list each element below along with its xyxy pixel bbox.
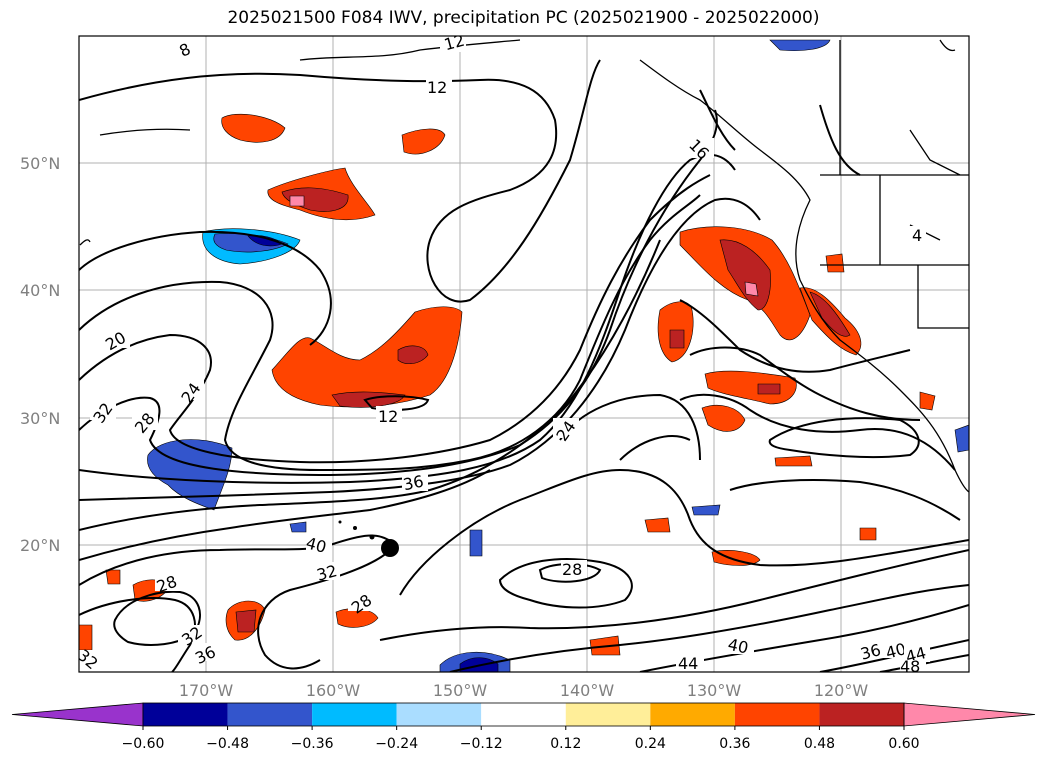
contour-label: 40 <box>304 533 329 557</box>
red-patch <box>744 281 759 297</box>
colorbar-extend-low <box>11 702 144 727</box>
colorbar-segment <box>143 703 228 726</box>
colorbar-segment <box>227 703 313 726</box>
contour-labels: 8 12 12 16 20 24 28 32 24 36 40 32 28 <box>74 31 930 676</box>
contour-label: 40 <box>726 635 750 658</box>
contour-label: 4 <box>912 226 922 245</box>
colorbar-segment <box>396 703 482 726</box>
contour-label: 32 <box>315 561 340 585</box>
blue-patch <box>289 521 307 533</box>
colorbar-tick-label: −0.24 <box>375 736 418 752</box>
red-patch <box>401 128 446 155</box>
lat-label-30n: 30°N <box>20 409 60 428</box>
blue-patch <box>691 504 721 516</box>
red-patch <box>669 329 685 349</box>
red-patch <box>825 253 845 273</box>
contour-label: 12 <box>442 31 467 55</box>
gridlines <box>79 36 969 672</box>
red-patch <box>105 569 121 585</box>
contour-label: 44 <box>678 654 698 673</box>
contour-label: 32 <box>74 646 102 674</box>
red-patch <box>774 455 813 467</box>
plot-frame <box>78 35 970 673</box>
contour-label: 28 <box>562 560 582 579</box>
hawaii-islands <box>338 520 399 557</box>
blue-patch <box>769 39 831 51</box>
colorbar-segment <box>565 703 651 726</box>
red-patch <box>289 195 305 207</box>
lon-label-120w: 120°W <box>814 681 869 700</box>
red-patch <box>397 345 429 364</box>
lon-label-140w: 140°W <box>560 681 615 700</box>
colorbar-tick-label: −0.36 <box>291 736 334 752</box>
lon-label-130w: 130°W <box>687 681 742 700</box>
colorbar-extend-high <box>903 702 1036 727</box>
colorbar-tick-label: 0.48 <box>804 736 835 752</box>
red-patch <box>235 609 257 633</box>
contour-label: 12 <box>378 407 398 426</box>
contour-label: 36 <box>858 640 883 664</box>
iwv-contours <box>79 59 969 672</box>
colorbar-segment <box>734 703 820 726</box>
blue-patch <box>954 424 969 453</box>
contour-label: 12 <box>427 78 447 97</box>
lon-label-160w: 160°W <box>306 681 361 700</box>
lon-label-150w: 150°W <box>433 681 488 700</box>
colorbar-segment <box>481 703 566 726</box>
red-patch <box>757 383 781 395</box>
colorbar-segment <box>819 703 904 726</box>
colorbar-segment <box>650 703 735 726</box>
lat-label-20n: 20°N <box>20 536 60 555</box>
lat-label-50n: 50°N <box>20 154 60 173</box>
colorbar-tick-label: 0.12 <box>550 736 581 752</box>
colorbar-tick-label: 0.36 <box>719 736 750 752</box>
lon-labels: 170°W 160°W 150°W 140°W 130°W 120°W <box>179 681 869 700</box>
precip-fields <box>79 39 969 672</box>
contour-label: 40 <box>884 639 909 663</box>
lat-label-40n: 40°N <box>20 281 60 300</box>
colorbar-frame <box>142 702 905 727</box>
colorbar-tick-label: −0.12 <box>460 736 503 752</box>
colorbar-tick-label: −0.48 <box>206 736 249 752</box>
lat-labels: 50°N 40°N 30°N 20°N <box>20 154 60 555</box>
red-patch <box>809 291 851 337</box>
map-title: 2025021500 F084 IWV, precipitation PC (2… <box>227 8 820 28</box>
red-patch <box>719 239 771 311</box>
colorbar-tick-label: 0.60 <box>888 736 919 752</box>
red-patch <box>271 306 463 408</box>
red-patch <box>919 391 936 411</box>
colorbar-tick-label: 0.24 <box>635 736 666 752</box>
colorbar-tick-label: −0.60 <box>122 736 165 752</box>
red-patch <box>704 370 797 405</box>
coastlines <box>79 39 969 493</box>
red-patch <box>644 517 671 533</box>
contour-label: 48 <box>900 657 920 676</box>
colorbar-segment <box>312 703 397 726</box>
red-patch <box>711 550 761 566</box>
red-patch <box>221 113 286 143</box>
lon-label-170w: 170°W <box>179 681 234 700</box>
blue-patch <box>147 439 233 511</box>
blue-patch <box>469 529 483 557</box>
red-patch <box>701 405 746 432</box>
contour-label: 36 <box>401 471 425 494</box>
colorbar: −0.60 −0.48 −0.36 −0.24 −0.12 0.12 0.24 0.36 0.4… <box>11 702 1036 752</box>
red-patch <box>859 527 877 541</box>
